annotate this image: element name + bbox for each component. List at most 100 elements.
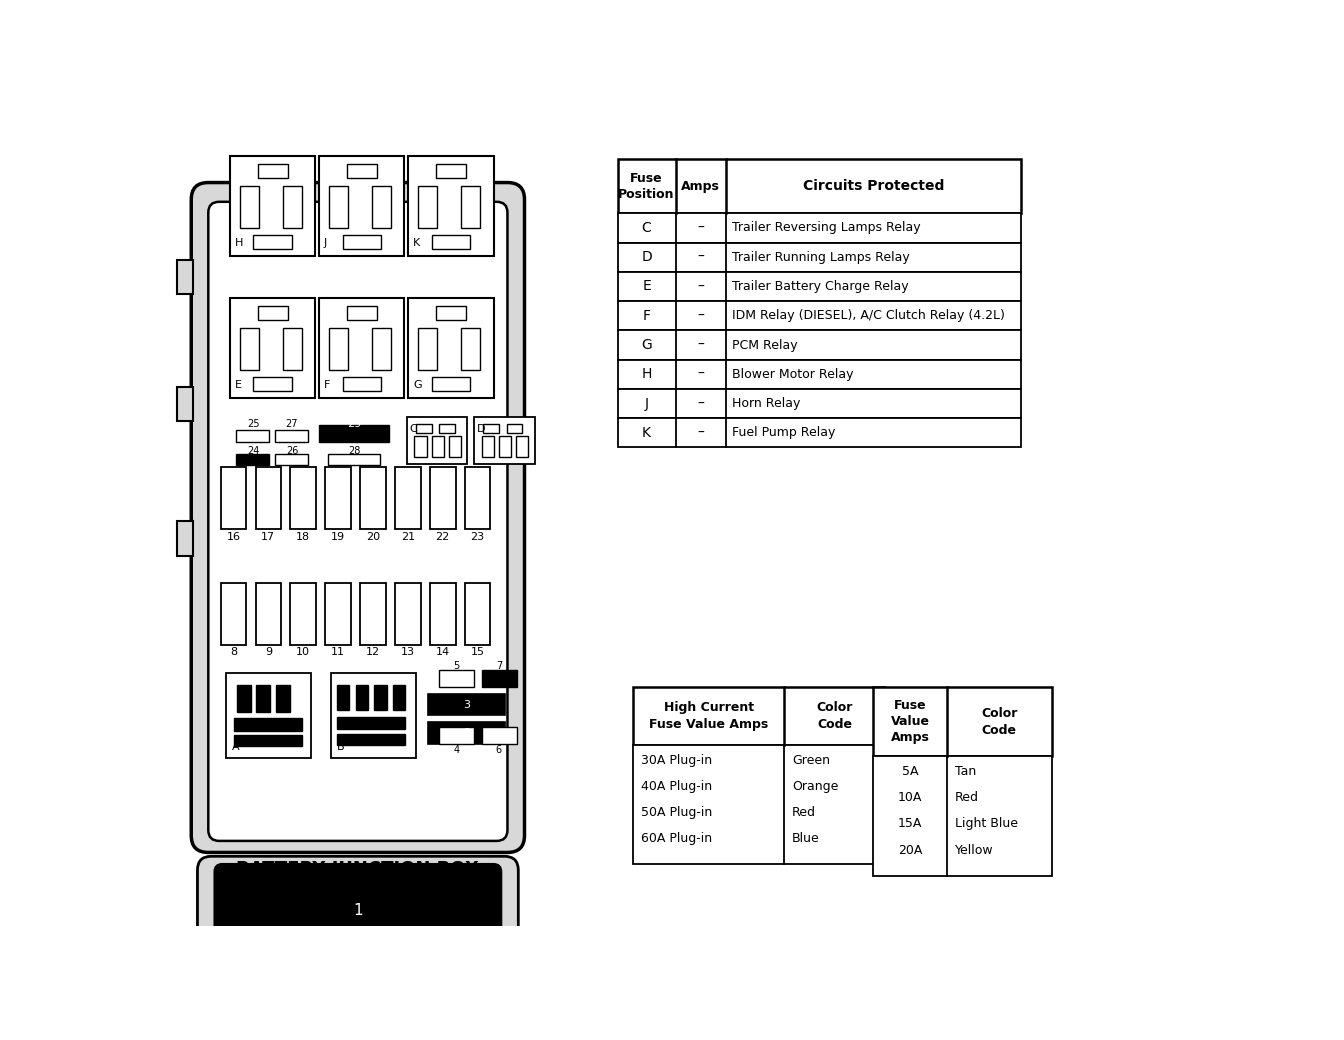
Bar [633, 686, 884, 745]
Bar [290, 467, 316, 529]
FancyBboxPatch shape [191, 183, 524, 853]
Bar [290, 583, 316, 645]
Text: –: – [698, 280, 704, 293]
Text: 19: 19 [331, 531, 345, 542]
Text: 10: 10 [296, 647, 310, 657]
Bar [617, 271, 1020, 302]
Bar [343, 378, 380, 391]
Bar [474, 417, 535, 464]
Text: B: B [337, 742, 344, 752]
Text: –: – [698, 251, 704, 264]
Bar [356, 684, 368, 710]
Bar [617, 159, 1020, 213]
Text: 7: 7 [496, 661, 503, 671]
Bar [418, 328, 437, 370]
Bar [241, 328, 259, 370]
Text: 1: 1 [353, 903, 363, 917]
Text: C: C [641, 220, 652, 235]
Bar [220, 467, 246, 529]
Text: 4: 4 [453, 745, 460, 755]
Text: BATTERY JUNCTION BOX: BATTERY JUNCTION BOX [237, 860, 480, 879]
Bar [237, 454, 269, 465]
Text: 21: 21 [401, 531, 415, 542]
Bar [360, 583, 386, 645]
Bar [874, 756, 1051, 876]
Bar [230, 298, 316, 398]
Text: Tan: Tan [954, 765, 976, 778]
Bar [329, 185, 348, 228]
Bar [431, 436, 444, 458]
FancyBboxPatch shape [215, 864, 501, 957]
Text: J: J [645, 396, 649, 411]
Bar [347, 163, 376, 178]
Bar [507, 423, 523, 433]
Bar [449, 436, 461, 458]
Text: PCM Relay: PCM Relay [732, 338, 798, 352]
FancyBboxPatch shape [198, 856, 519, 964]
Bar [461, 328, 480, 370]
Text: G: G [413, 381, 422, 390]
Bar [325, 467, 351, 529]
Bar [427, 694, 505, 716]
Text: 18: 18 [296, 531, 310, 542]
Bar [255, 583, 281, 645]
Bar [226, 673, 312, 758]
Text: 11: 11 [331, 647, 345, 657]
Text: –: – [698, 220, 704, 235]
Bar [254, 235, 292, 249]
Bar [482, 436, 495, 458]
Bar [430, 467, 456, 529]
Bar [337, 684, 349, 710]
Bar [409, 298, 493, 398]
Text: E: E [235, 381, 242, 390]
Text: 24: 24 [247, 446, 259, 457]
Bar [276, 684, 290, 711]
Bar [319, 156, 405, 256]
Bar [435, 306, 466, 320]
Text: 10A: 10A [898, 791, 922, 804]
Text: 3: 3 [462, 700, 470, 709]
Bar [374, 684, 387, 710]
Bar [482, 727, 516, 744]
Bar [255, 467, 281, 529]
Bar [257, 684, 270, 711]
Bar [282, 185, 301, 228]
Bar [392, 684, 405, 710]
Text: F: F [324, 381, 331, 390]
Bar [234, 719, 302, 731]
Text: Amps: Amps [681, 180, 720, 192]
Bar [331, 673, 417, 758]
Text: Orange: Orange [792, 780, 839, 792]
Text: 50A Plug-in: 50A Plug-in [641, 806, 712, 818]
FancyBboxPatch shape [208, 202, 508, 841]
Bar [465, 467, 491, 529]
Text: –: – [698, 338, 704, 352]
Bar [617, 213, 1020, 242]
Bar [276, 454, 308, 465]
Bar [230, 156, 316, 256]
Bar [617, 389, 1020, 418]
Text: Yellow: Yellow [954, 843, 993, 857]
Text: 14: 14 [435, 647, 450, 657]
Text: –: – [698, 425, 704, 440]
Text: 26: 26 [286, 446, 298, 457]
Bar [465, 583, 491, 645]
Bar [484, 423, 499, 433]
Bar [319, 425, 388, 442]
Text: Green: Green [792, 754, 829, 766]
Bar [325, 583, 351, 645]
Text: 6: 6 [496, 745, 503, 755]
Bar [439, 423, 454, 433]
Text: Circuits Protected: Circuits Protected [802, 179, 943, 193]
Bar [418, 185, 437, 228]
Bar [177, 387, 192, 421]
Bar [617, 418, 1020, 447]
Text: –: – [698, 367, 704, 382]
Bar [617, 302, 1020, 331]
Bar [258, 306, 288, 320]
Text: 29: 29 [347, 419, 362, 428]
Text: 40A Plug-in: 40A Plug-in [641, 780, 712, 792]
Text: Color
Code: Color Code [981, 706, 1017, 736]
Bar [220, 583, 246, 645]
Text: D: D [641, 251, 652, 264]
